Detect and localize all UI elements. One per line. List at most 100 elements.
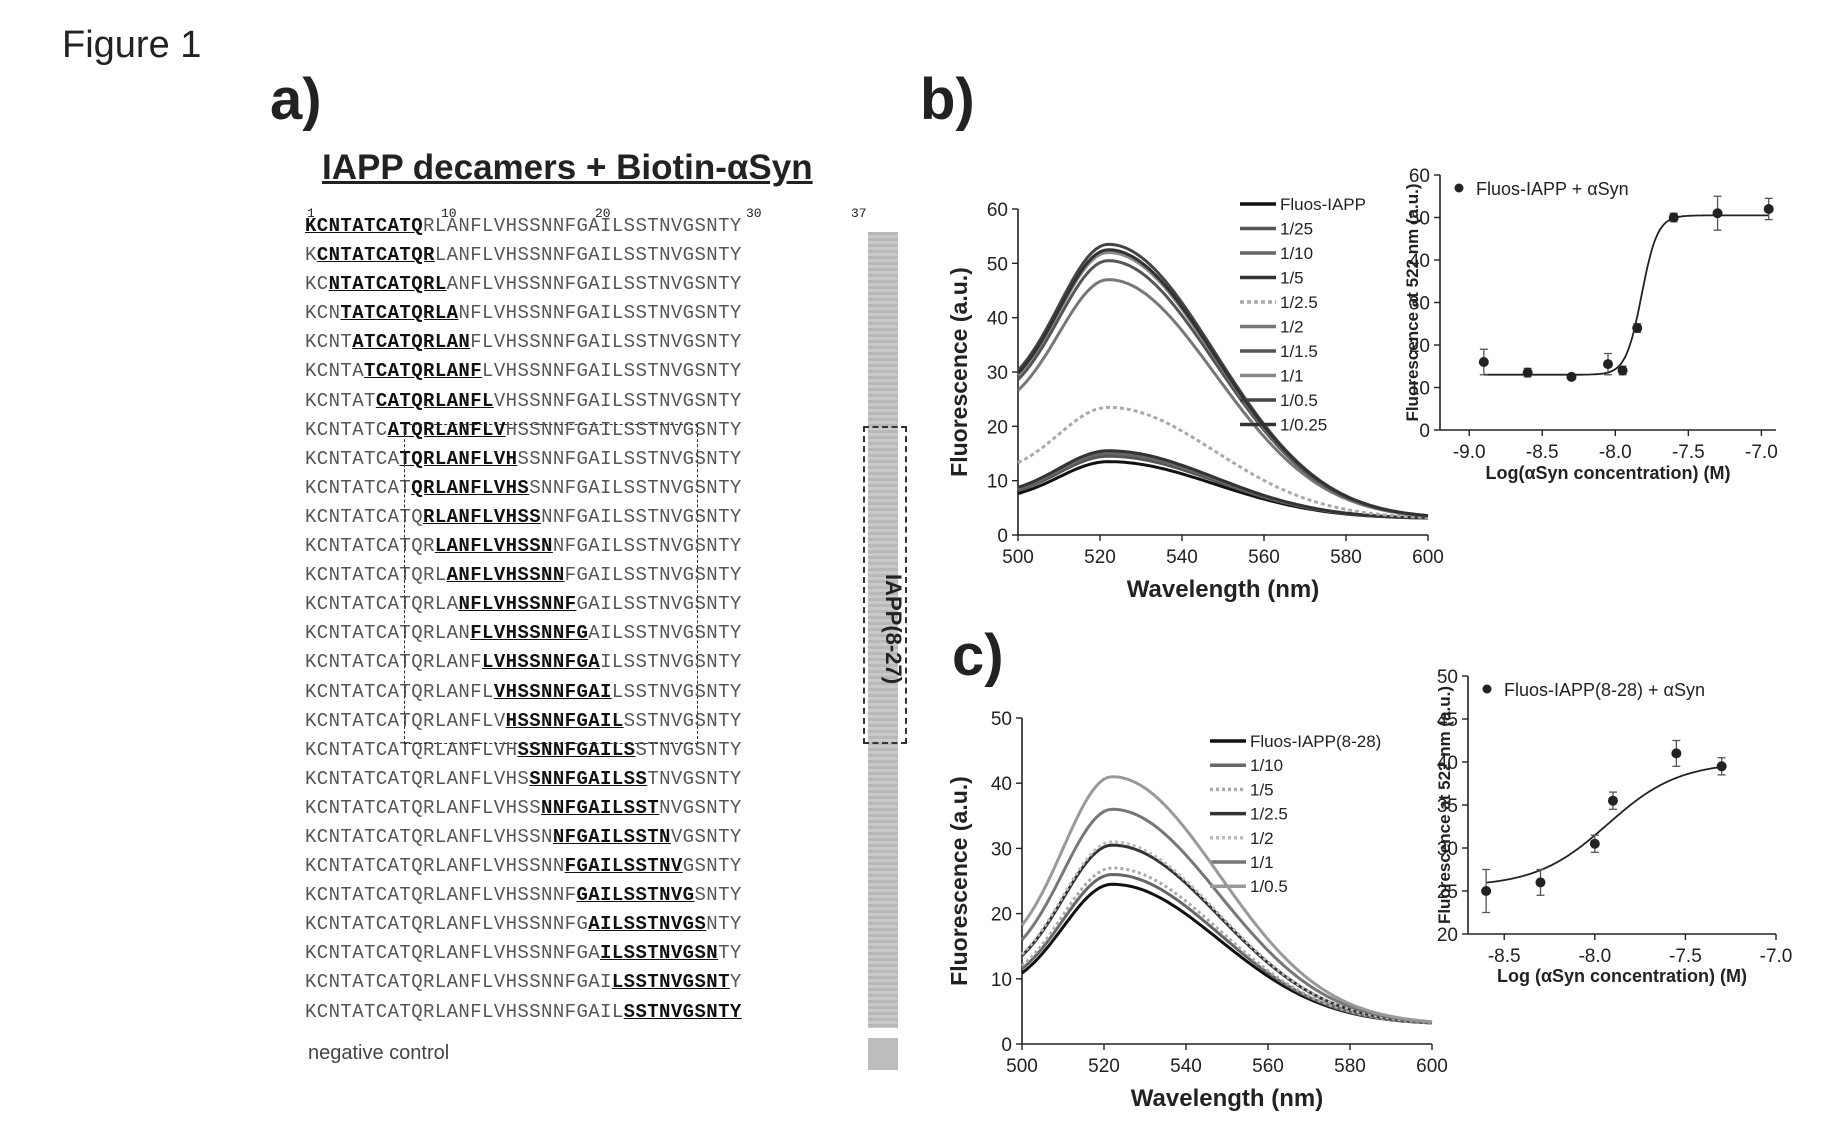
decamer-row: KCNTATCATQRLANFLVHSSNNFGAILSSTNVGSNTY <box>305 302 742 325</box>
decamer-row: KCNTATCATQRLANFLVHSSNNFGAILSSTNVGSNTY <box>305 593 742 616</box>
legend-label: 1/2.5 <box>1280 293 1318 312</box>
x-tick-label: 540 <box>1170 1056 1202 1077</box>
chart-b-dose-response: -9.0 -8.5 -8.0 -7.5 -7.0 0 10 20 30 40 50 60 Log(αSy… <box>1403 166 1778 483</box>
decamer-row: KCNTATCATQRLANFLVHSSNNFGAILSSTNVGSNTY <box>305 651 742 674</box>
y-tick-label: 30 <box>991 839 1012 860</box>
chart-b-spectra: 500 520 540 560 580 6000102030405060Wavelengt… <box>946 195 1444 603</box>
decamer-row: KCNTATCATQRLANFLVHSSNNFGAILSSTNVGSNTY <box>305 244 742 267</box>
legend-label: Fluos-IAPP <box>1280 195 1366 214</box>
x-tick-label: -8.0 <box>1599 442 1632 463</box>
panel-a-heading: IAPP decamers + Biotin-αSyn <box>322 148 813 187</box>
legend-label: 1/1 <box>1250 853 1274 872</box>
series-line <box>1017 460 1429 520</box>
y-axis-label: Fluorescence (a.u.) <box>946 267 972 477</box>
position-label: 10 <box>441 206 457 221</box>
chart-c-dose-response: -8.5 -8.0 -7.5 -7.0 20 25 30 35 40 45 50 Log (αSyn … <box>1435 667 1792 986</box>
decamer-row: KCNTATCATQRLANFLVHSSNNFGAILSSTNVGSNTY <box>305 331 742 354</box>
y-tick-label: 50 <box>1437 667 1458 688</box>
decamer-row: KCNTATCATQRLANFLVHSSNNFGAILSSTNVGSNTY <box>305 1000 742 1023</box>
chart-c-spectra: 500 520 540 560 580 600 0 10 20 30 40 50 Wavelength … <box>946 709 1448 1112</box>
boxed-sequence-region <box>404 424 698 744</box>
x-tick-label: 520 <box>1088 1056 1120 1077</box>
data-point <box>1712 208 1723 219</box>
series-line <box>1020 843 1433 1024</box>
y-tick-label: 40 <box>987 309 1008 330</box>
decamer-row: KCNTATCATQRLANFLVHSSNNFGAILSSTNVGSNTY <box>305 273 742 296</box>
x-tick-label: 500 <box>1006 1056 1038 1077</box>
x-tick-label: -8.0 <box>1578 946 1611 967</box>
y-tick-label: 0 <box>1001 1035 1012 1056</box>
data-point <box>1632 323 1643 333</box>
series-line <box>1017 405 1429 519</box>
y-tick-label: 35 <box>1437 796 1458 817</box>
series-line <box>1017 449 1428 520</box>
decamer-row: KCNTATCATQRLANFLVHSSNNFGAILSSTNVGSNTY <box>305 215 742 237</box>
negative-control-spot <box>868 1038 898 1070</box>
legend-label: 1/0.5 <box>1250 877 1288 896</box>
y-tick-label: 60 <box>1409 166 1430 187</box>
legend-label: 1/1.5 <box>1280 342 1318 361</box>
y-tick-label: 60 <box>987 200 1008 221</box>
series-line <box>1016 248 1429 518</box>
y-tick-label: 40 <box>1437 753 1458 774</box>
decamer-row: KCNTATCATQRLANFLVHSSNNFGAILSSTNVGSNTY <box>305 535 742 558</box>
panel-a-letter: a) <box>270 67 322 132</box>
y-axis-label: Fluorescence at 522 nm (a.u.) <box>1435 686 1454 924</box>
y-tick-label: 20 <box>991 905 1012 926</box>
decamer-row: KCNTATCATQRLANFLVHSSNNFGAILSSTNVGSNTY <box>305 709 742 732</box>
y-tick-label: 30 <box>1437 839 1458 860</box>
x-tick-label: 540 <box>1166 547 1198 568</box>
negative-control-label: negative control <box>308 1042 450 1064</box>
x-tick-label: -7.5 <box>1669 946 1702 967</box>
series-line <box>1021 866 1433 1025</box>
fit-curve <box>1483 214 1769 376</box>
x-axis-label: Log(αSyn concentration) (M) <box>1485 463 1730 483</box>
legend-marker <box>1482 684 1492 694</box>
y-tick-label: 0 <box>997 526 1008 547</box>
data-point <box>1589 838 1600 849</box>
data-point <box>1522 367 1533 378</box>
data-point <box>1478 357 1489 367</box>
data-point <box>1671 748 1682 759</box>
x-tick-label: -8.5 <box>1526 442 1559 463</box>
decamer-row: KCNTATCATQRLANFLVHSSNNFGAILSSTNVGSNTY <box>305 447 742 470</box>
legend-label: 1/0.5 <box>1280 391 1318 410</box>
decamer-row: KCNTATCATQRLANFLVHSSNNFGAILSSTNVGSNTY <box>305 942 742 965</box>
figure-title: Figure 1 <box>62 24 202 66</box>
legend-label: 1/2 <box>1250 829 1274 848</box>
y-tick-label: 30 <box>1409 294 1430 315</box>
decamer-row: KCNTATCATQRLANFLVHSSNNFGAILSSTNVGSNTY <box>305 913 742 936</box>
data-point <box>1535 877 1546 888</box>
legend-label: 1/2 <box>1280 318 1304 337</box>
legend-label: 1/5 <box>1280 269 1304 288</box>
y-tick-label: 0 <box>1419 421 1430 442</box>
peptide-array-spots <box>868 232 898 1028</box>
legend-label: Fluos-IAPP(8-28) <box>1250 732 1381 751</box>
data-point <box>1617 365 1628 376</box>
legend-label: 1/10 <box>1250 756 1283 775</box>
position-label: 30 <box>746 206 762 221</box>
decamer-row: KCNTATCATQRLANFLVHSSNNFGAILSSTNVGSNTY <box>305 767 742 790</box>
decamer-row: KCNTATCATQRLANFLVHSSNNFGAILSSTNVGSNTY <box>305 680 742 703</box>
panel-b-letter: b) <box>920 67 975 132</box>
decamer-row: KCNTATCATQRLANFLVHSSNNFGAILSSTNVGSNTY <box>305 505 742 528</box>
legend-label: 1/25 <box>1280 220 1313 239</box>
decamer-row: KCNTATCATQRLANFLVHSSNNFGAILSSTNVGSNTY <box>305 360 742 383</box>
y-tick-label: 10 <box>991 970 1012 991</box>
fit-curve <box>1486 766 1722 884</box>
y-tick-label: 20 <box>1437 925 1458 946</box>
y-tick-label: 20 <box>1409 336 1430 357</box>
data-point <box>1481 886 1492 896</box>
decamer-row: KCNTATCATQRLANFLVHSSNNFGAILSSTNVGSNTY <box>305 855 742 878</box>
x-tick-label: 520 <box>1084 547 1116 568</box>
legend-label: 1/0.25 <box>1280 416 1327 435</box>
x-axis-label: Wavelength (nm) <box>1131 1085 1323 1112</box>
position-label: 1 <box>307 206 315 221</box>
x-tick-label: 580 <box>1330 547 1362 568</box>
x-tick-label: 600 <box>1412 547 1444 568</box>
x-tick-label: -8.5 <box>1488 946 1521 967</box>
data-point <box>1603 359 1613 370</box>
decamer-row: KCNTATCATQRLANFLVHSSNNFGAILSSTNVGSNTY <box>305 971 742 994</box>
x-axis-label: Wavelength (nm) <box>1127 576 1319 603</box>
